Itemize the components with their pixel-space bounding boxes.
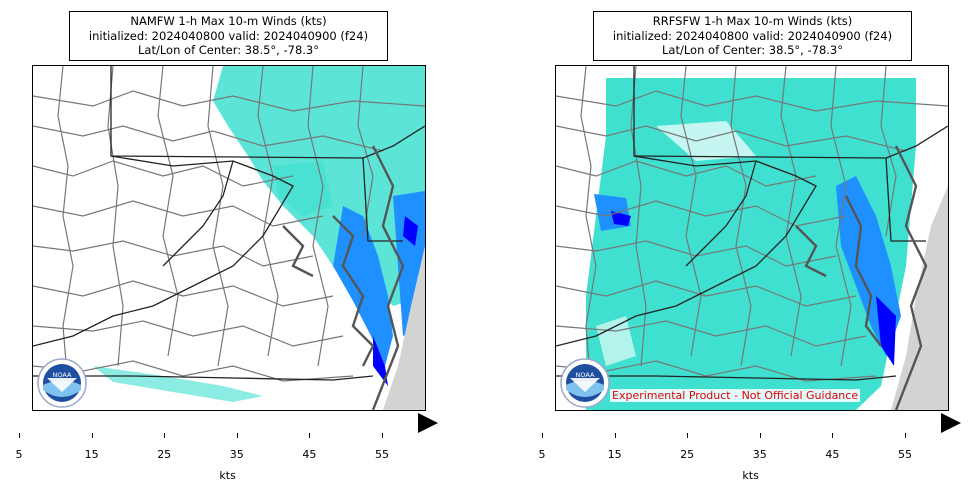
noaa-logo: NOAA <box>37 358 87 408</box>
colorbar-units-label: kts <box>219 469 236 482</box>
namfw-title-line1: NAMFW 1-h Max 10-m Winds (kts) <box>130 14 327 28</box>
colorbar-tick <box>614 433 616 438</box>
namfw-wind-15-20-coast <box>403 216 418 246</box>
colorbar-tick-label: 45 <box>302 448 317 461</box>
rrfsfw-map-canvas <box>556 66 948 410</box>
rrfsfw-calm-area-1 <box>656 121 756 161</box>
colorbar-tick <box>19 433 20 438</box>
namfw-map-canvas <box>33 66 425 410</box>
namfw-panel: NAMFW 1-h Max 10-m Winds (kts) initializ… <box>0 0 440 498</box>
noaa-logo-text: NOAA <box>576 371 595 379</box>
colorbar-tick <box>91 433 93 438</box>
rrfsfw-title: RRFSFW 1-h Max 10-m Winds (kts) initiali… <box>593 11 912 61</box>
rrfsfw-ocean <box>891 186 948 410</box>
rrfsfw-wind-15-20-bay <box>876 296 896 366</box>
namfw-wind-5-10-south <box>93 366 263 402</box>
rrfsfw-wind-15-20-west <box>611 211 631 226</box>
namfw-ocean <box>383 246 425 410</box>
noaa-logo-text: NOAA <box>53 371 72 379</box>
namfw-title: NAMFW 1-h Max 10-m Winds (kts) initializ… <box>69 11 388 61</box>
colorbar-tick-label: 15 <box>607 448 622 461</box>
rrfsfw-map: NOAA Experimental Product - Not Official… <box>555 65 949 411</box>
colorbar-tick <box>905 433 906 438</box>
rrfsfw-title-line1: RRFSFW 1-h Max 10-m Winds (kts) <box>652 14 853 28</box>
namfw-title-line3: Lat/Lon of Center: 38.5°, -78.3° <box>138 43 319 57</box>
colorbar-tick <box>309 433 311 438</box>
colorbar-extend-arrow <box>941 413 962 433</box>
namfw-wind-10-15-area <box>333 206 393 366</box>
colorbar-tick <box>542 433 543 438</box>
colorbar-tick-label: 45 <box>825 448 840 461</box>
colorbar-tick <box>832 433 834 438</box>
noaa-logo: NOAA <box>560 358 610 408</box>
namfw-wind-5-10-patch <box>273 161 333 216</box>
colorbar-tick-label: 5 <box>538 448 546 461</box>
colorbar-tick-label: 55 <box>898 448 912 461</box>
colorbar-tick-label: 15 <box>84 448 99 461</box>
namfw-map: NOAA <box>32 65 426 411</box>
colorbar-tick <box>687 433 689 438</box>
rrfsfw-title-line2: initialized: 2024040800 valid: 202404090… <box>612 28 893 43</box>
colorbar-tick <box>164 433 166 438</box>
rrfsfw-title-line3: Lat/Lon of Center: 38.5°, -78.3° <box>662 43 843 57</box>
experimental-disclaimer: Experimental Product - Not Official Guid… <box>610 389 861 402</box>
colorbar-units-label: kts <box>742 469 759 482</box>
colorbar-tick-label: 55 <box>375 448 389 461</box>
namfw-wind-15-20-area <box>373 336 388 386</box>
colorbar-tick-label: 25 <box>157 448 172 461</box>
colorbar-tick-label: 25 <box>680 448 695 461</box>
colorbar-tick <box>382 433 383 438</box>
colorbar-tick <box>759 433 761 438</box>
colorbar-tick <box>236 433 238 438</box>
rrfsfw-panel: RRFSFW 1-h Max 10-m Winds (kts) initiali… <box>523 0 963 498</box>
namfw-title-line2: initialized: 2024040800 valid: 202404090… <box>88 28 369 43</box>
colorbar-tick-label: 35 <box>752 448 767 461</box>
colorbar-tick-label: 5 <box>15 448 23 461</box>
colorbar-extend-arrow <box>418 413 439 433</box>
colorbar-tick-label: 35 <box>229 448 244 461</box>
